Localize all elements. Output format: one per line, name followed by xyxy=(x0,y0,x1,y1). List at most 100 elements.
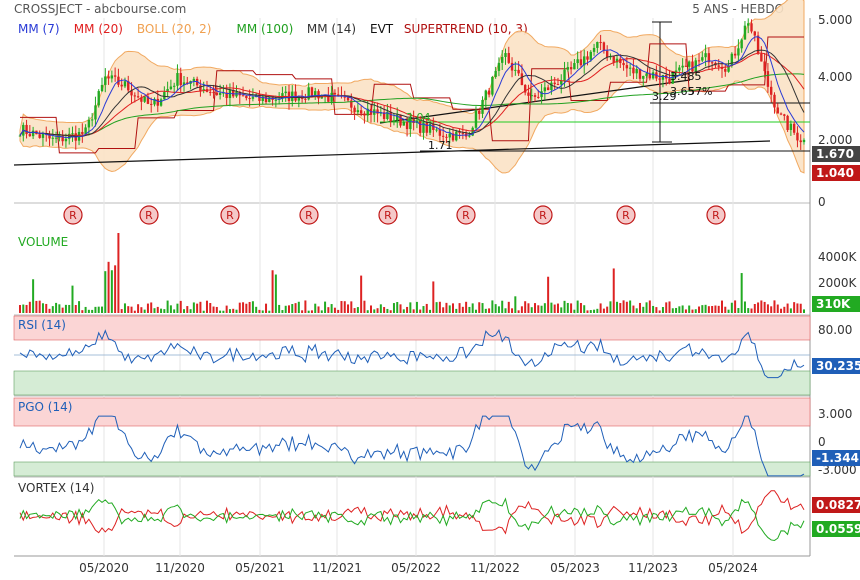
ma20-line xyxy=(19,52,805,136)
volume-bar xyxy=(471,303,474,313)
vortex-minus-line xyxy=(19,490,805,535)
candle-body xyxy=(140,97,143,102)
volume-bar xyxy=(793,302,796,313)
candle-body xyxy=(248,98,251,100)
volume-bar xyxy=(422,306,425,313)
candle-body xyxy=(71,133,74,135)
candle-body xyxy=(314,91,317,97)
volume-bar xyxy=(606,306,609,313)
volume-bar xyxy=(205,300,208,313)
candle-body xyxy=(605,50,609,58)
candle-body xyxy=(441,135,445,137)
volume-bar xyxy=(780,308,783,313)
candle-body xyxy=(228,90,232,99)
candle-body xyxy=(747,23,750,26)
volume-bar xyxy=(261,310,264,313)
candle-body xyxy=(796,132,799,141)
volume-bar xyxy=(714,305,717,313)
volume-bar xyxy=(432,281,435,313)
volume-bar xyxy=(25,304,28,313)
volume-bar xyxy=(461,306,464,313)
candle-body xyxy=(566,67,570,70)
volume-bar xyxy=(691,309,694,313)
volume-bar xyxy=(438,301,441,313)
volume-bar xyxy=(156,306,159,313)
candle-body xyxy=(724,68,727,72)
volume-bar xyxy=(78,301,81,313)
volume-bar xyxy=(730,302,733,313)
volume-bar xyxy=(320,310,323,313)
candle-body xyxy=(245,95,248,99)
volume-bar xyxy=(524,301,527,313)
candle-body xyxy=(41,133,45,138)
candle-body xyxy=(769,86,773,95)
volume-bar xyxy=(150,302,153,313)
candle-body xyxy=(412,118,415,124)
volume-bar xyxy=(583,305,586,313)
volume-bar xyxy=(720,300,723,313)
volume-bar xyxy=(360,275,363,313)
candle-body xyxy=(684,65,688,67)
candle-body xyxy=(468,135,471,137)
candle-body xyxy=(609,56,612,58)
volume-bar xyxy=(711,305,714,313)
candle-body xyxy=(471,127,474,136)
volume-bar xyxy=(573,309,576,313)
volume-bar xyxy=(717,305,720,313)
candle-body xyxy=(163,92,166,100)
volume-bar xyxy=(796,303,799,313)
volume-bar xyxy=(481,303,484,313)
volume-bar xyxy=(609,301,612,313)
last-price-badge xyxy=(812,146,860,162)
candle-body xyxy=(556,84,560,86)
candle-body xyxy=(773,94,776,108)
event-marker-label: R xyxy=(69,209,77,222)
pgo-oversold-zone xyxy=(13,461,811,477)
volume-bar xyxy=(753,304,756,313)
candle-body xyxy=(146,96,150,104)
volume-bar xyxy=(668,301,671,313)
annotation-2: 3.485 xyxy=(670,70,702,83)
volume-bar xyxy=(612,268,615,313)
volume-bar xyxy=(501,300,504,313)
candle-body xyxy=(284,91,287,94)
volume-bar xyxy=(265,303,268,313)
candle-body xyxy=(576,59,579,64)
volume-bar xyxy=(386,308,389,313)
event-marker-label: R xyxy=(539,209,547,222)
volume-bar xyxy=(317,306,320,313)
candle-body xyxy=(172,85,176,87)
pgo-overbought-zone xyxy=(13,397,811,427)
candle-body xyxy=(661,74,665,80)
volume-bar xyxy=(688,305,691,313)
volume-bar xyxy=(127,306,130,313)
candle-body xyxy=(710,62,714,64)
volume-bar xyxy=(32,279,35,313)
candle-body xyxy=(186,82,189,84)
candle-body xyxy=(628,67,632,69)
candle-body xyxy=(455,131,458,141)
volume-bar xyxy=(192,302,195,313)
volume-bar xyxy=(629,300,632,313)
candle-body xyxy=(550,82,553,91)
volume-bar xyxy=(622,300,625,313)
candle-body xyxy=(563,69,566,81)
candle-body xyxy=(540,91,543,98)
volume-bar xyxy=(435,302,438,313)
volume-bar xyxy=(770,306,773,313)
candle-body xyxy=(287,91,291,101)
price-axis-0: 0 xyxy=(818,195,826,209)
candle-body xyxy=(343,96,346,98)
rsi-panel xyxy=(13,315,811,396)
volume-bar xyxy=(465,301,468,313)
volume-bar xyxy=(803,309,805,313)
x-tick-label: 05/2024 xyxy=(708,561,758,575)
volume-bar xyxy=(284,305,287,313)
volume-bar xyxy=(658,310,661,313)
volume-bar xyxy=(209,303,212,313)
volume-bar xyxy=(363,300,366,313)
candle-body xyxy=(760,53,763,62)
candle-body xyxy=(491,76,494,95)
rsi-last-value: 30.235 xyxy=(816,359,860,373)
x-tick-label: 05/2023 xyxy=(550,561,600,575)
